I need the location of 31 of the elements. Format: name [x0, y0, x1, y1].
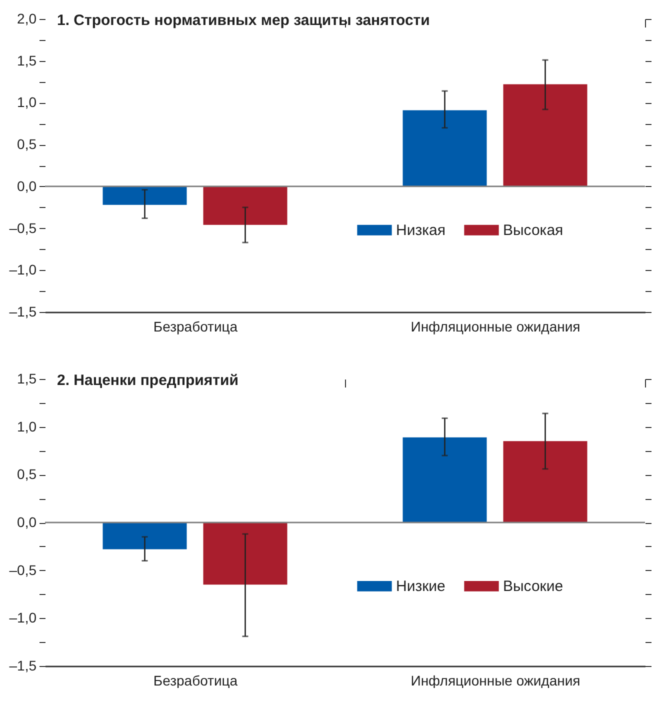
bar: [503, 84, 588, 186]
y-tick-label: –1,0: [9, 262, 37, 278]
legend-label: Низкая: [396, 222, 446, 240]
bar: [203, 186, 288, 225]
legend-label: Высокие: [503, 578, 564, 596]
y-tick-label: 2,0: [17, 10, 37, 26]
y-tick-label: –0,5: [9, 220, 37, 236]
y-tick-label: 0,5: [17, 136, 37, 152]
y-tick-label: –1,5: [9, 658, 37, 674]
y-tick-label: –0,5: [9, 562, 37, 578]
y-tick-label: 1,5: [17, 370, 37, 386]
bar: [402, 437, 487, 522]
chart-title: 2. Наценки предприятий: [57, 372, 238, 389]
legend-label: Высокая: [503, 222, 564, 240]
y-tick-label: 0,0: [17, 178, 37, 194]
bar: [102, 522, 187, 550]
chart-title: 1. Строгость нормативных мер защиты занятости: [57, 12, 430, 29]
bar: [102, 186, 187, 205]
bar: [402, 110, 487, 186]
bar: [503, 441, 588, 522]
y-tick-label: –1,0: [9, 610, 37, 626]
y-tick-label: 0,0: [17, 514, 37, 530]
legend-label: Низкие: [396, 578, 446, 596]
y-tick-label: –1,5: [9, 304, 37, 320]
y-tick-label: 1,0: [17, 94, 37, 110]
bar: [203, 522, 288, 585]
y-tick-label: 1,0: [17, 418, 37, 434]
x-tick-label: Безработица: [153, 318, 238, 334]
y-tick-label: 0,5: [17, 466, 37, 482]
y-tick-label: 1,5: [17, 52, 37, 68]
x-tick-label: Инфляционные ожидания: [410, 318, 580, 334]
